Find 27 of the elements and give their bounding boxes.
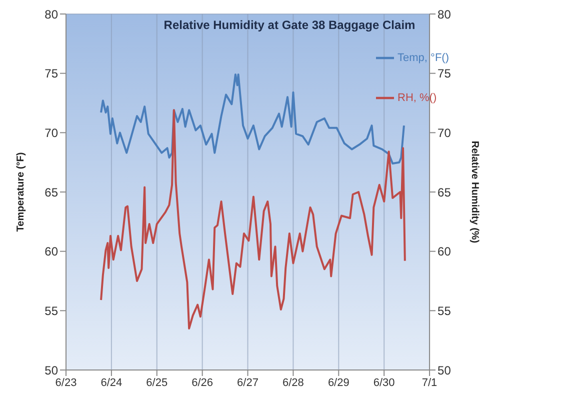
y-tick-label: 75 <box>44 66 58 81</box>
x-tick-label: 6/24 <box>100 376 122 389</box>
y2-tick-label: 55 <box>438 304 452 318</box>
y-tick-label: 50 <box>44 363 58 378</box>
y2-tick-label: 75 <box>438 66 452 81</box>
x-tick-label: 6/30 <box>373 376 395 389</box>
y-axis-title: Temperature (°F) <box>16 152 27 232</box>
y2-tick-label: 65 <box>438 185 452 200</box>
x-tick-label: 6/25 <box>146 376 168 389</box>
y2-tick-label: 50 <box>438 363 452 378</box>
y2-axis-title: Relative Humidity (%) <box>468 140 480 244</box>
y-tick-label: 80 <box>44 7 58 22</box>
y2-tick-label: 70 <box>438 126 452 140</box>
y-tick-label: 60 <box>44 244 58 259</box>
x-tick-label: 6/28 <box>282 376 304 389</box>
y-tick-label: 65 <box>44 185 58 200</box>
y2-tick-label: 80 <box>438 7 452 22</box>
chart-title: Relative Humidity at Gate 38 Baggage Claim <box>164 18 416 32</box>
legend-label: Temp, °F() <box>398 52 449 64</box>
y2-tick-label: 60 <box>438 244 452 259</box>
y-tick-label: 55 <box>44 304 58 318</box>
x-tick-label: 6/27 <box>237 376 258 389</box>
y-tick-label: 70 <box>44 126 58 140</box>
x-tick-label: 6/29 <box>328 376 350 389</box>
x-tick-label: 6/23 <box>55 376 77 389</box>
x-tick-label: 7/1 <box>422 376 438 389</box>
x-tick-label: 6/26 <box>192 376 214 389</box>
